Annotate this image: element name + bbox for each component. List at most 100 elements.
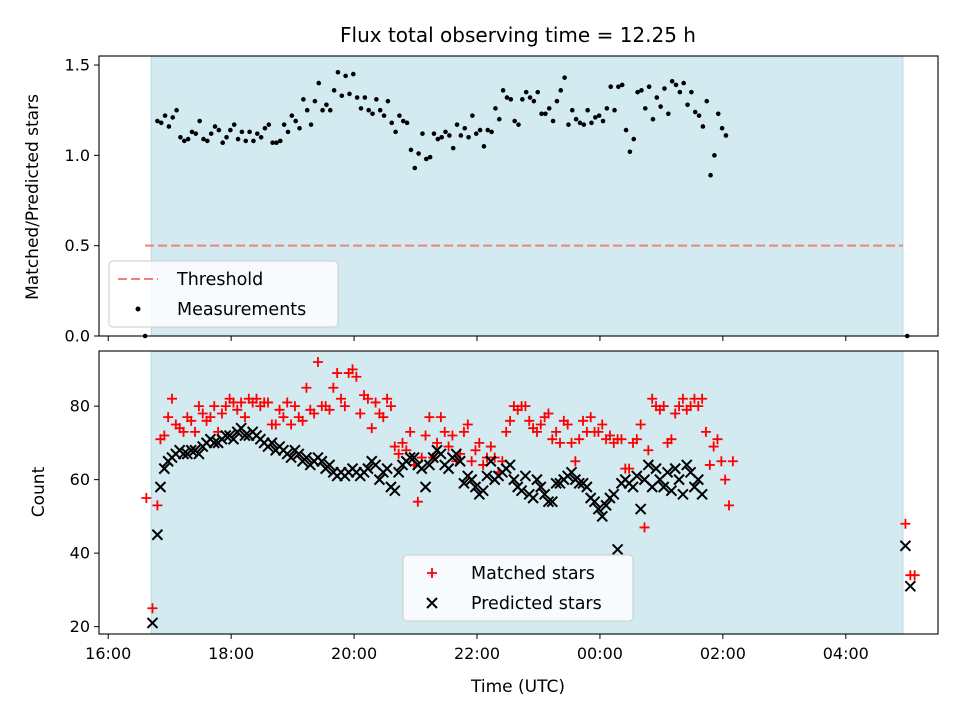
legend-box xyxy=(402,554,634,622)
measurement-point xyxy=(477,127,483,133)
matched-star-point xyxy=(216,408,227,419)
measurement-point xyxy=(400,118,406,124)
predicted-star-point xyxy=(681,459,693,471)
matched-star-point xyxy=(720,474,731,485)
measurement-point xyxy=(696,113,702,118)
measurement-point xyxy=(335,69,341,75)
predicted-star-point xyxy=(504,459,516,471)
measurement-point xyxy=(424,156,429,162)
measurement-point xyxy=(427,154,433,160)
measurement-point xyxy=(189,129,195,135)
predicted-star-point xyxy=(696,488,708,501)
matched-star-point xyxy=(147,603,158,614)
measurement-point xyxy=(231,122,237,127)
matched-star-point xyxy=(141,493,152,504)
y-tick-label: 20 xyxy=(70,617,90,636)
matched-star-point xyxy=(397,437,408,448)
measurement-point xyxy=(677,89,683,95)
matched-star-point xyxy=(585,412,596,423)
predicted-star-point xyxy=(423,459,436,471)
measurement-point xyxy=(639,88,644,93)
predicted-star-point xyxy=(573,477,585,490)
matched-star-point xyxy=(286,419,297,430)
measurement-point xyxy=(681,80,686,86)
matched-star-point xyxy=(382,393,393,404)
matched-star-point xyxy=(562,419,573,430)
measurement-point xyxy=(293,118,298,124)
measurement-point xyxy=(447,133,452,138)
predicted-star-point xyxy=(373,473,386,486)
measurement-point xyxy=(704,98,710,104)
matched-star-point xyxy=(263,397,274,408)
predicted-star-point xyxy=(381,462,393,475)
measurement-point xyxy=(566,122,571,127)
matched-star-point xyxy=(389,441,400,452)
predicted-star-point xyxy=(469,481,482,493)
measurement-point xyxy=(197,118,202,124)
matched-star-point xyxy=(351,371,362,382)
measurement-point xyxy=(377,107,383,113)
measurement-point xyxy=(543,111,548,117)
measurement-point xyxy=(358,106,364,111)
predicted-star-point xyxy=(419,481,432,493)
matched-star-point xyxy=(604,430,615,441)
measurement-point xyxy=(604,106,610,111)
measurement-point xyxy=(577,120,583,126)
measurement-point xyxy=(520,97,525,102)
predicted-star-point xyxy=(673,473,685,486)
x-tick-label: 22:00 xyxy=(454,644,500,663)
measurement-point xyxy=(616,84,621,90)
measurement-point xyxy=(158,120,164,126)
predicted-star-point xyxy=(408,451,420,464)
measurement-point xyxy=(435,136,441,142)
predicted-star-point xyxy=(154,481,167,493)
matched-star-point xyxy=(708,441,719,452)
predicted-star-point xyxy=(904,580,917,592)
matched-star-point xyxy=(432,437,443,448)
measurement-point xyxy=(212,124,218,129)
x-tick-label: 04:00 xyxy=(823,644,869,663)
matched-star-point xyxy=(593,426,604,437)
matched-star-point xyxy=(485,441,496,452)
legend-label: Matched stars xyxy=(471,564,595,584)
measurement-point xyxy=(493,106,498,111)
measurement-point xyxy=(619,82,625,88)
measurement-point xyxy=(612,107,617,113)
predicted-star-point xyxy=(158,462,171,475)
predicted-star-point xyxy=(316,455,328,467)
matched-star-point xyxy=(193,401,204,412)
matched-star-point xyxy=(547,434,558,445)
matched-star-point xyxy=(658,401,669,412)
matched-star-point xyxy=(347,364,358,375)
measurement-point xyxy=(527,95,533,100)
matched-star-point xyxy=(220,401,231,412)
measurement-point xyxy=(593,115,598,120)
matched-star-point xyxy=(270,419,281,430)
measurement-point xyxy=(339,93,345,99)
matched-star-point xyxy=(163,412,174,423)
measurement-point xyxy=(412,165,418,171)
measurement-point xyxy=(596,113,602,118)
predicted-star-point xyxy=(266,437,278,449)
matched-star-point xyxy=(328,382,339,393)
measurement-point xyxy=(235,136,241,142)
measurement-point xyxy=(185,136,191,142)
measurement-point xyxy=(205,138,210,144)
matched-star-point xyxy=(239,412,250,423)
measurement-point xyxy=(708,172,713,178)
measurement-point xyxy=(546,106,552,111)
predicted-star-point xyxy=(293,448,305,460)
measurement-point xyxy=(351,71,356,77)
predicted-star-point xyxy=(477,484,489,497)
measurement-point xyxy=(650,116,656,122)
x-tick-label: 02:00 xyxy=(700,644,746,663)
matched-star-point xyxy=(505,415,516,426)
measurement-point xyxy=(274,140,279,146)
plot-frame xyxy=(98,350,939,635)
predicted-star-point xyxy=(454,455,466,467)
matched-star-point xyxy=(355,408,366,419)
measurement-point xyxy=(254,131,260,136)
measurement-point xyxy=(374,97,379,102)
measurement-point xyxy=(443,129,448,135)
chart-layer: 0.0 0.5 1.0 1.5 20 40 60 80 16:00 18:00 20:00 22:00… xyxy=(65,55,939,663)
